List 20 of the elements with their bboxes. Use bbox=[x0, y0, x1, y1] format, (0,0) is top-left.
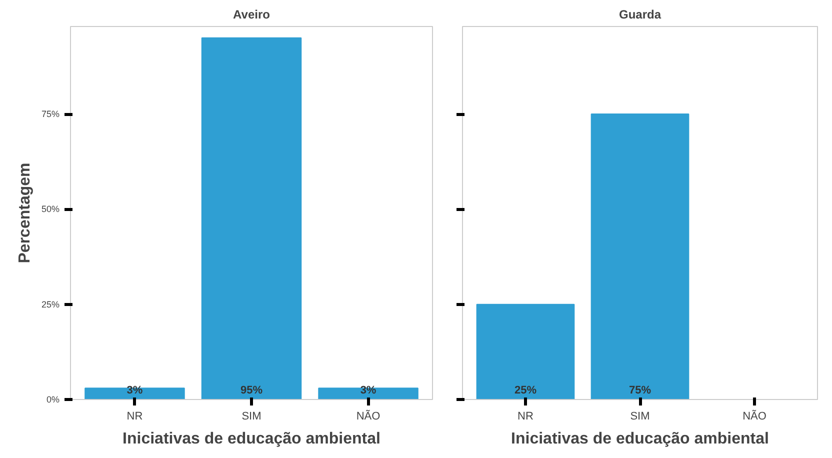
chart-title: Aveiro bbox=[233, 8, 270, 22]
data-label: 75% bbox=[628, 384, 652, 396]
x-tick-label: NR bbox=[126, 410, 143, 422]
data-label: 25% bbox=[514, 384, 537, 396]
y-tick-label: 50% bbox=[41, 204, 60, 214]
data-label: 3% bbox=[126, 384, 143, 396]
y-axis-title: Percentagem bbox=[16, 162, 34, 264]
x-tick-label: NR bbox=[518, 410, 534, 422]
y-tick-label: 25% bbox=[41, 299, 60, 310]
x-tick-label: SIM bbox=[242, 410, 262, 422]
data-label: 3% bbox=[360, 384, 376, 396]
y-tick-label: 0% bbox=[46, 394, 60, 404]
x-tick-label: NÃO bbox=[356, 410, 381, 422]
data-label: 95% bbox=[240, 384, 263, 396]
y-tick-label: 75% bbox=[41, 109, 60, 120]
x-tick-label: NÃO bbox=[742, 410, 767, 422]
x-axis-title: Iniciativas de educação ambiental bbox=[511, 430, 769, 448]
x-axis-title: Iniciativas de educação ambiental bbox=[122, 430, 380, 448]
chart-title: Guarda bbox=[618, 8, 662, 22]
x-tick-label: SIM bbox=[630, 410, 650, 422]
